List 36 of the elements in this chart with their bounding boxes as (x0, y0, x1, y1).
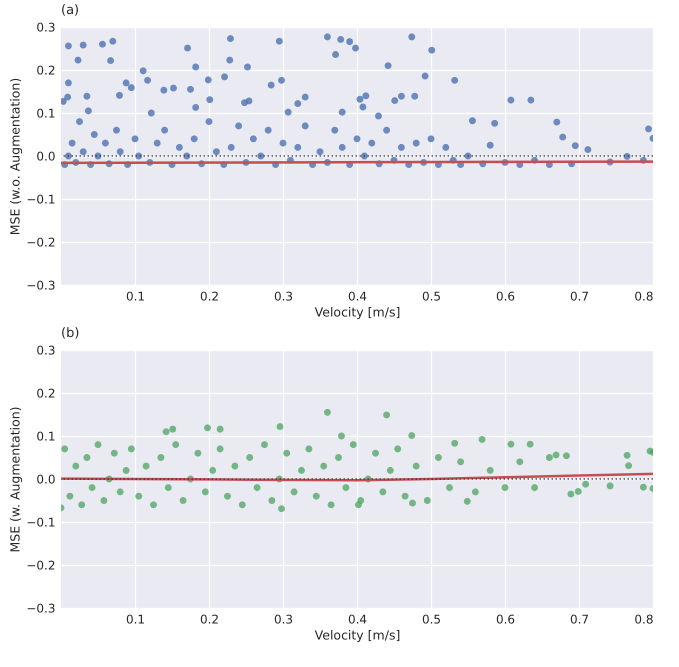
y-tick-label: 0.0 (36, 150, 56, 164)
x-tick-label: 0.8 (634, 612, 654, 626)
y-axis-title: MSE (w. Augmentation) (7, 406, 22, 553)
x-tick-label: 0.2 (200, 612, 220, 626)
x-tick-label: 0.3 (274, 290, 294, 304)
y-tick-label: 0.3 (36, 20, 56, 34)
x-tick-label: 0.5 (422, 290, 442, 304)
x-tick-label: 0.2 (200, 290, 220, 304)
x-tick-label: 0.4 (348, 290, 368, 304)
x-axis-title: Velocity [m/s] (314, 628, 400, 642)
y-tick-label: −0.1 (26, 516, 56, 530)
chart-title: (a) (61, 3, 80, 18)
y-tick-label: −0.3 (26, 602, 56, 616)
x-tick-label: 0.5 (422, 612, 442, 626)
x-tick-label: 0.7 (570, 612, 590, 626)
y-tick-label: 0.2 (36, 386, 56, 400)
x-axis-title: Velocity [m/s] (314, 304, 400, 320)
x-tick-label: 0.6 (496, 612, 516, 626)
x-tick-label: 0.4 (348, 612, 368, 626)
chart-title: (b) (61, 326, 80, 341)
y-tick-label: 0.3 (36, 344, 56, 358)
y-tick-label: 0.2 (36, 64, 56, 78)
y-tick-label: 0.0 (36, 472, 56, 486)
y-tick-label: 0.1 (36, 106, 56, 120)
y-tick-label: −0.2 (26, 236, 56, 250)
x-tick-label: 0.8 (634, 290, 654, 304)
y-tick-label: −0.3 (26, 278, 56, 292)
y-tick-label: 0.1 (36, 430, 56, 444)
y-axis-title: MSE (w.o. Augmentation) (7, 78, 22, 236)
x-tick-label: 0.6 (496, 290, 516, 304)
y-tick-label: −0.2 (26, 558, 56, 572)
x-tick-label: 0.3 (274, 612, 294, 626)
y-tick-label: −0.1 (26, 192, 56, 206)
x-tick-label: 0.7 (570, 290, 590, 304)
x-tick-label: 0.1 (126, 612, 146, 626)
x-tick-label: 0.1 (126, 290, 146, 304)
